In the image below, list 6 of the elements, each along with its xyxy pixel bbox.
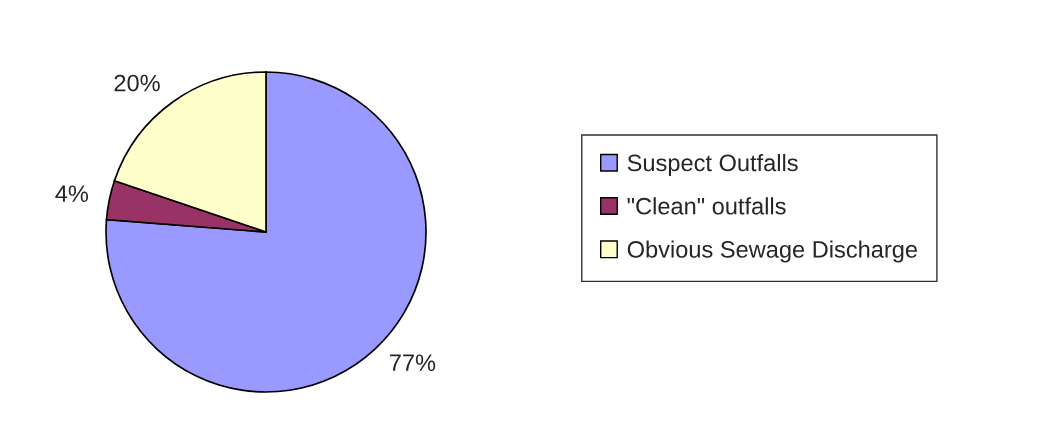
data-label: 77% <box>389 354 436 371</box>
data-label: 20% <box>114 74 160 92</box>
legend-label: "Clean" outfalls <box>627 197 786 215</box>
data-label: 4% <box>55 185 89 202</box>
legend-label: Suspect Outfalls <box>627 153 798 176</box>
legend-label: Obvious Sewage Discharge <box>627 240 917 263</box>
